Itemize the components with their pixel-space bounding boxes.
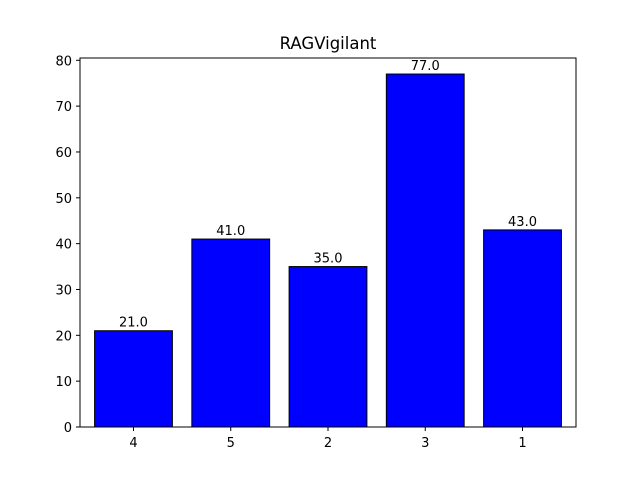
x-tick-label: 1 <box>518 436 526 451</box>
y-tick-label: 50 <box>55 192 72 207</box>
bar-5 <box>191 238 271 428</box>
bars-layer <box>94 73 562 428</box>
x-tick-label: 5 <box>227 436 235 451</box>
x-tick-label: 2 <box>324 436 332 451</box>
y-tick-label: 0 <box>64 421 72 436</box>
y-tick-label: 80 <box>55 54 72 69</box>
x-tick-label: 4 <box>129 436 137 451</box>
y-tick-label: 10 <box>55 375 72 390</box>
y-tick-label: 40 <box>55 238 72 253</box>
bar-3 <box>385 73 465 428</box>
data-labels-layer: 21.0 41.0 35.0 77.0 43.0 <box>119 59 537 331</box>
data-label-5: 41.0 <box>216 224 245 239</box>
y-tick-label: 60 <box>55 146 72 161</box>
bar-2 <box>288 266 368 428</box>
data-label-1: 43.0 <box>508 215 537 230</box>
data-label-4: 21.0 <box>119 316 148 331</box>
y-tick-label: 20 <box>55 329 72 344</box>
data-label-3: 77.0 <box>411 59 440 74</box>
plot-frame <box>79 57 577 428</box>
data-label-2: 35.0 <box>314 252 343 267</box>
y-tick-label: 30 <box>55 283 72 298</box>
bar-1 <box>483 229 562 428</box>
y-tick-label: 70 <box>55 100 72 115</box>
y-axis: 0 10 20 30 40 50 60 70 80 <box>55 54 80 436</box>
bar-4 <box>94 330 173 428</box>
x-axis: 4 5 2 3 1 <box>129 427 527 451</box>
x-tick-label: 3 <box>421 436 429 451</box>
chart-title: RAGVigilant <box>280 34 377 53</box>
